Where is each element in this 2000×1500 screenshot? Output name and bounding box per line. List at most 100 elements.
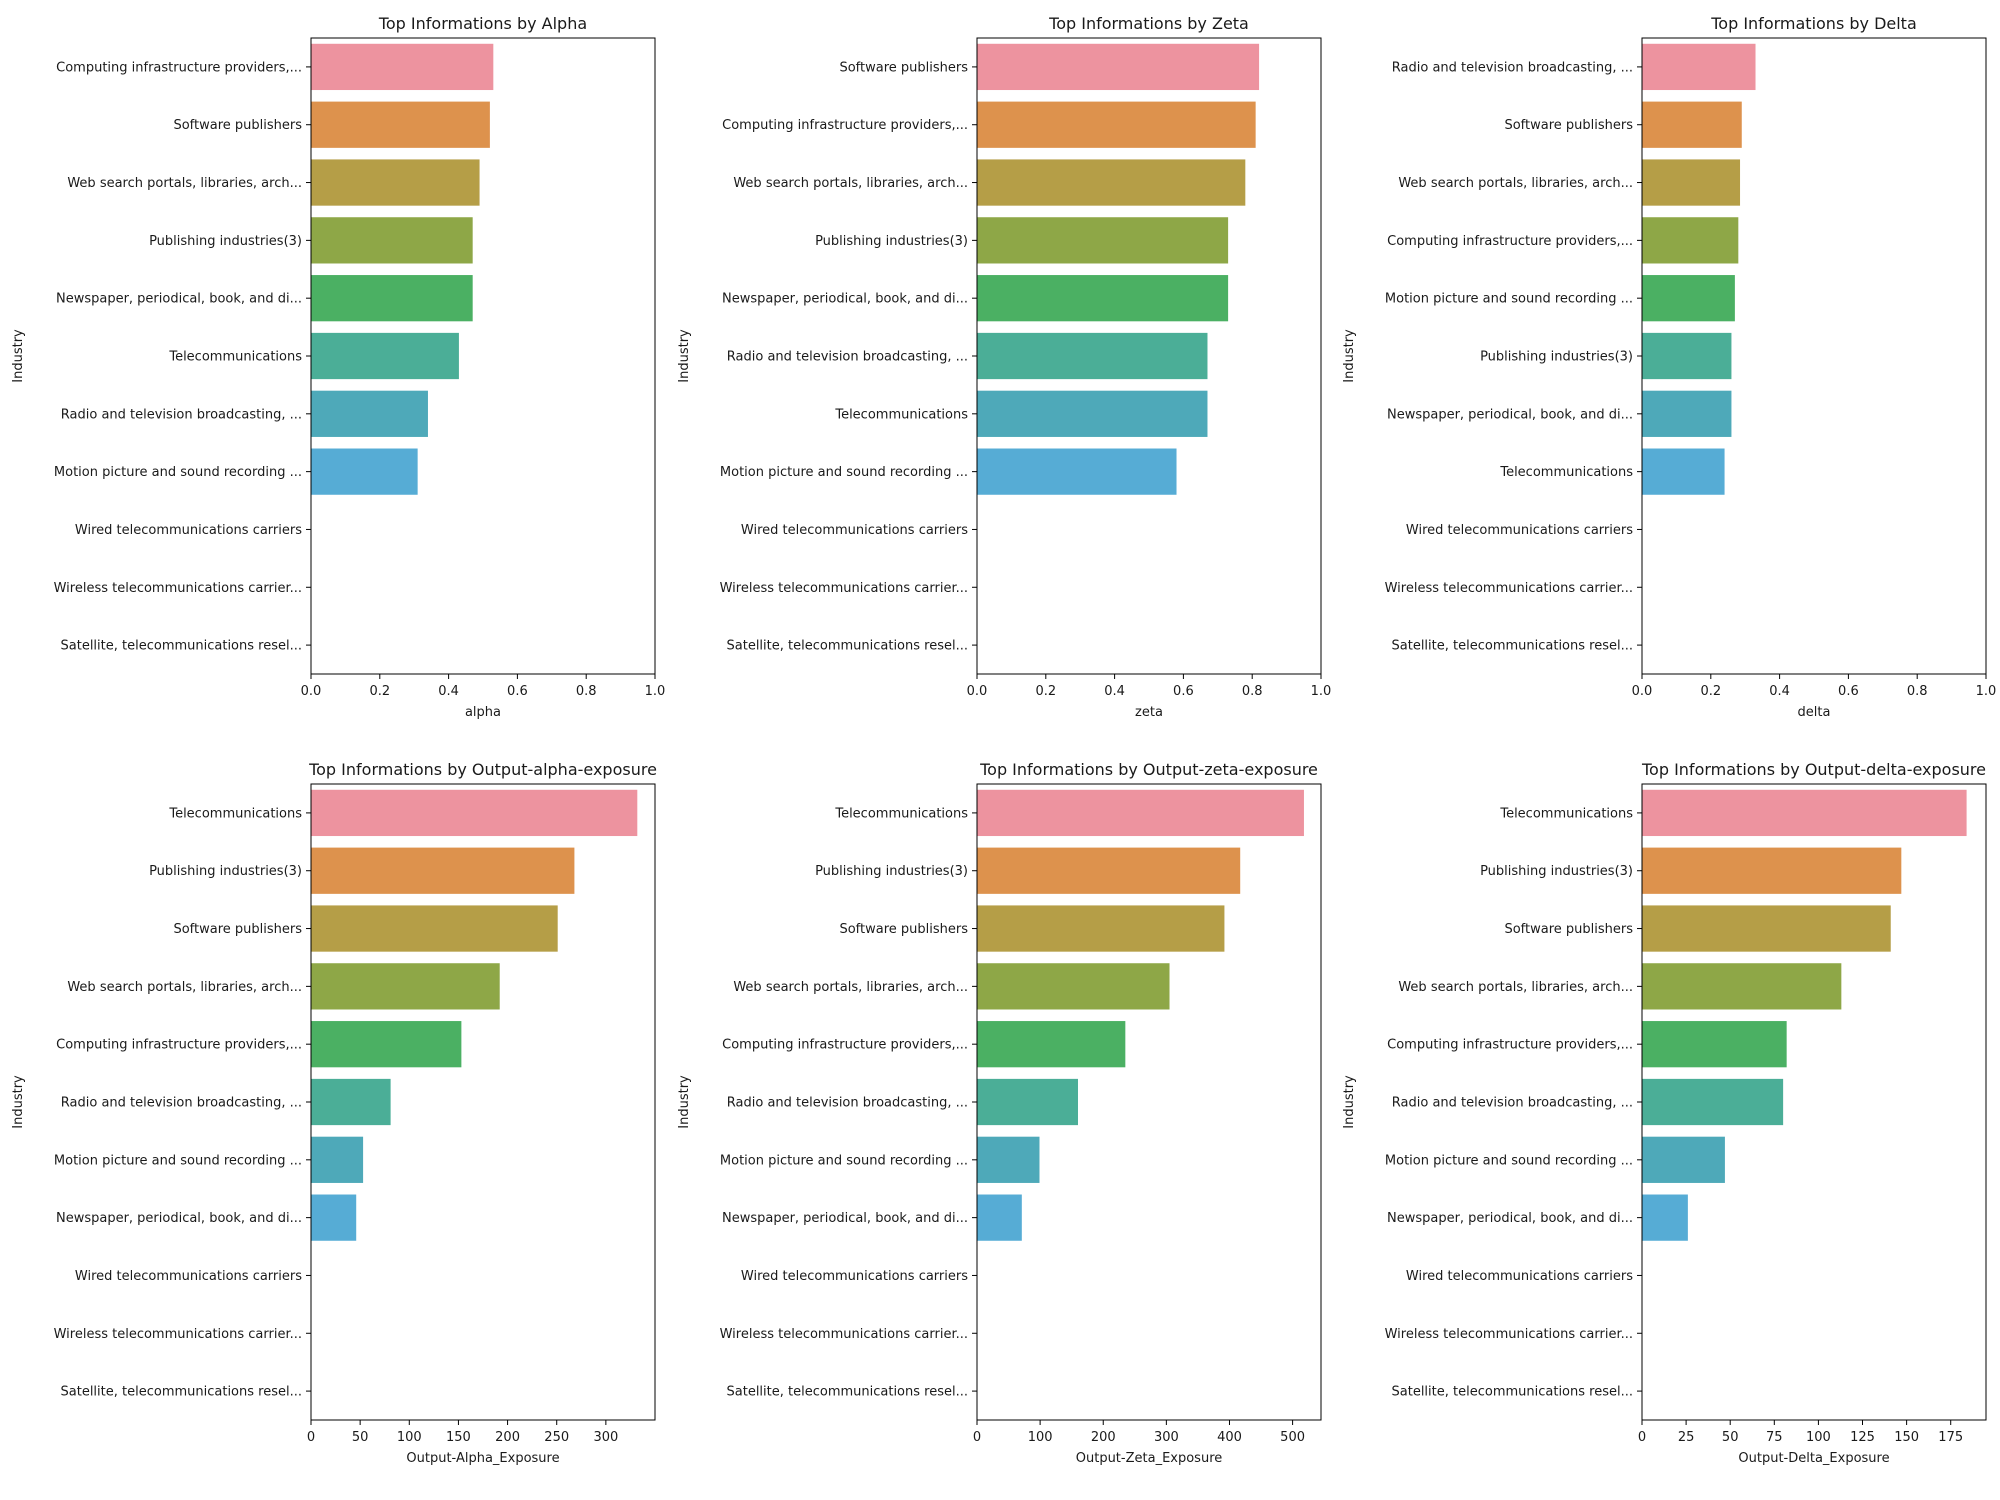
chart-panel-4: Top Informations by Output-alpha-exposur… (11, 760, 657, 1466)
y-tick-label: Computing infrastructure providers,... (56, 60, 302, 75)
y-tick-label: Software publishers (839, 922, 968, 937)
bar (311, 43, 494, 91)
y-tick-label: Newspaper, periodical, book, and di... (56, 1211, 302, 1226)
bar (1642, 1021, 1787, 1068)
axes-frame (1641, 37, 1987, 675)
y-tick-label: Motion picture and sound recording ... (54, 465, 302, 480)
x-axis-label: Output-Delta_Exposure (1738, 1451, 1889, 1466)
y-tick-label: Motion picture and sound recording ... (1385, 292, 1633, 307)
y-tick-label: Wireless telecommunications carrier... (1385, 581, 1633, 596)
y-tick-label: Telecommunications (834, 407, 968, 422)
chart-panel-6: Top Informations by Output-delta-exposur… (1342, 760, 1987, 1466)
y-tick-label: Wired telecommunications carriers (741, 523, 968, 538)
y-tick-label: Satellite, telecommunications resel... (61, 1385, 303, 1400)
chart-title: Top Informations by Output-zeta-exposure (979, 760, 1318, 779)
bar (311, 159, 480, 206)
y-tick-label: Software publishers (839, 60, 968, 75)
x-tick-label: 1.0 (1976, 684, 1997, 699)
y-tick-label: Wired telecommunications carriers (75, 523, 302, 538)
x-axis-label: zeta (1135, 705, 1163, 720)
x-tick-label: 0.0 (1632, 684, 1653, 699)
x-tick-label: 0.8 (1242, 684, 1263, 699)
bar (311, 905, 558, 952)
bar (311, 101, 490, 148)
bar (977, 847, 1241, 894)
y-tick-label: Computing infrastructure providers,... (1387, 1038, 1633, 1053)
y-tick-label: Satellite, telecommunications resel... (1392, 1385, 1634, 1400)
x-tick-label: 50 (352, 1430, 369, 1445)
y-tick-label: Computing infrastructure providers,... (722, 1038, 968, 1053)
x-tick-label: 200 (1091, 1430, 1116, 1445)
bar (977, 963, 1170, 1010)
y-tick-label: Wireless telecommunications carrier... (1385, 1327, 1633, 1342)
x-axis-label: alpha (465, 705, 501, 720)
y-tick-label: Newspaper, periodical, book, and di... (1387, 407, 1633, 422)
y-tick-label: Wired telecommunications carriers (741, 1269, 968, 1284)
bar (311, 332, 459, 380)
y-tick-label: Software publishers (173, 118, 302, 133)
bar (311, 847, 575, 894)
y-axis-label: Industry (677, 1075, 692, 1129)
bar (977, 101, 1256, 148)
chart-title: Top Informations by Zeta (1048, 14, 1249, 33)
chart-title: Top Informations by Alpha (378, 14, 587, 33)
y-tick-label: Publishing industries(3) (815, 234, 968, 249)
bar (1642, 275, 1735, 322)
y-tick-label: Wired telecommunications carriers (1406, 523, 1633, 538)
bar (311, 1194, 357, 1241)
x-tick-label: 0.4 (1769, 684, 1790, 699)
x-tick-label: 400 (1217, 1430, 1242, 1445)
y-tick-label: Telecommunications (168, 350, 302, 365)
y-tick-label: Telecommunications (168, 806, 302, 821)
y-axis-label: Industry (677, 329, 692, 383)
chart-title: Top Informations by Delta (1710, 14, 1917, 33)
x-tick-label: 0.6 (507, 684, 528, 699)
chart-title: Top Informations by Output-delta-exposur… (1641, 760, 1986, 779)
bar (977, 159, 1246, 206)
y-tick-label: Newspaper, periodical, book, and di... (1387, 1211, 1633, 1226)
chart-panel-2: Top Informations by Zeta Software publish… (677, 14, 1331, 720)
y-tick-label: Newspaper, periodical, book, and di... (722, 292, 968, 307)
bar (311, 390, 428, 437)
bar (977, 789, 1304, 837)
bar (977, 905, 1225, 952)
bar (977, 448, 1177, 495)
x-axis-label: delta (1798, 705, 1831, 720)
y-tick-label: Motion picture and sound recording ... (1385, 1153, 1633, 1168)
x-tick-label: 125 (1850, 1430, 1875, 1445)
bar (1642, 332, 1732, 380)
bar (977, 1021, 1126, 1068)
x-tick-label: 75 (1766, 1430, 1783, 1445)
y-tick-label: Web search portals, libraries, arch... (67, 176, 302, 191)
x-tick-label: 300 (1154, 1430, 1179, 1445)
y-tick-label: Software publishers (173, 922, 302, 937)
y-tick-label: Motion picture and sound recording ... (720, 1153, 968, 1168)
x-axis-label: Output-Alpha_Exposure (406, 1451, 559, 1466)
x-tick-label: 250 (544, 1430, 569, 1445)
axes-frame (976, 783, 1322, 1421)
bar (977, 390, 1208, 437)
x-tick-label: 0.0 (301, 684, 322, 699)
x-tick-label: 175 (1938, 1430, 1963, 1445)
y-tick-label: Publishing industries(3) (1480, 350, 1633, 365)
y-tick-label: Wireless telecommunications carrier... (54, 1327, 302, 1342)
y-tick-label: Telecommunications (1499, 465, 1633, 480)
y-tick-label: Radio and television broadcasting, ... (727, 350, 968, 365)
bar (1642, 963, 1842, 1010)
y-tick-label: Wireless telecommunications carrier... (54, 581, 302, 596)
y-tick-label: Newspaper, periodical, book, and di... (722, 1211, 968, 1226)
y-tick-label: Wireless telecommunications carrier... (720, 1327, 968, 1342)
bar (977, 1078, 1078, 1126)
bar (311, 963, 500, 1010)
bar (977, 217, 1229, 264)
bar (977, 1194, 1022, 1241)
y-tick-label: Radio and television broadcasting, ... (1392, 60, 1633, 75)
x-tick-label: 0 (1638, 1430, 1646, 1445)
bar (1642, 101, 1742, 148)
bar (311, 1021, 462, 1068)
y-axis-label: Industry (11, 1075, 26, 1129)
y-tick-label: Publishing industries(3) (815, 864, 968, 879)
bar (1642, 1194, 1688, 1241)
bar (977, 332, 1208, 380)
bar (977, 275, 1229, 322)
